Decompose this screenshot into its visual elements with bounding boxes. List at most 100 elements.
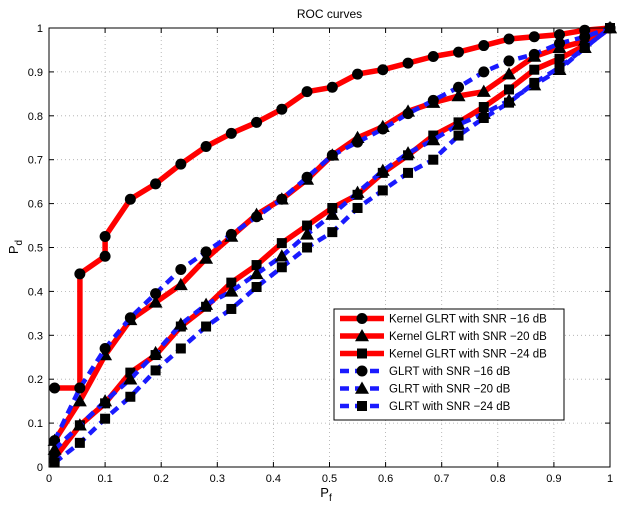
data-point [453,130,464,141]
data-point [225,228,237,240]
y-axis-label-main: P [6,245,21,254]
legend-entry: Kernel GLRT with SNR −24 dB [340,348,547,361]
data-point [199,297,214,310]
data-point [352,68,364,80]
data-point [427,51,439,63]
data-point [503,33,515,45]
data-point [225,127,237,139]
data-point [529,64,540,75]
y-tick-label: 0.1 [28,418,43,430]
x-axis-label-sub: f [329,493,332,504]
data-point [72,418,87,431]
data-point [99,231,111,243]
data-point [326,81,338,93]
data-point [123,372,138,385]
data-point [251,211,263,223]
x-tick-label: 0.6 [378,473,393,485]
data-point [352,136,364,148]
data-point [529,77,540,88]
data-point [554,37,566,49]
data-point [478,112,489,123]
x-tick-label: 0.5 [322,473,337,485]
data-point [302,220,313,231]
data-point [200,141,212,153]
data-point [150,288,162,300]
series-1 [49,22,616,394]
y-axis-label: Pd [6,240,25,254]
x-tick-label: 0 [46,473,52,485]
data-point [72,394,87,407]
data-point [503,55,515,67]
data-point [148,295,163,308]
data-point [401,146,416,159]
legend-entry: GLRT with SNR −20 dB [340,381,511,396]
data-point [350,185,365,198]
data-point [98,394,113,407]
legend-label: GLRT with SNR −20 dB [389,384,511,396]
x-tick-label: 0.9 [546,473,561,485]
data-point [554,62,565,73]
data-point [301,86,313,98]
data-point [124,312,136,324]
data-point [554,53,565,64]
data-point [251,260,262,271]
data-point [99,250,111,262]
x-axis-label-main: P [320,485,329,500]
x-axis-label: Pf [320,485,332,504]
chart-title: ROC curves [297,7,362,21]
x-tick-label: 0.4 [266,473,281,485]
data-point [579,42,590,53]
data-point [226,303,237,314]
legend-label: Kernel GLRT with SNR −20 dB [389,331,547,343]
data-point [302,242,313,253]
data-point [427,94,439,106]
legend-entry: GLRT with SNR −16 dB [340,365,511,378]
data-point [528,31,540,43]
legend-marker [356,365,368,377]
data-point [276,103,288,115]
data-point [402,57,414,69]
data-point [175,343,186,354]
data-point [175,263,187,275]
legend-entry: Kernel GLRT with SNR −16 dB [340,313,547,326]
x-tick-label: 0.8 [490,473,505,485]
data-point [175,158,187,170]
data-point [200,246,212,258]
data-point [377,64,389,76]
data-point [201,321,212,332]
data-point [276,193,288,205]
y-tick-label: 1 [37,23,43,35]
legend-box [333,308,565,421]
data-point [251,116,263,128]
x-tick-label: 1 [607,473,613,485]
data-point [403,167,414,178]
data-point [150,365,161,376]
legend-marker [355,381,369,394]
data-point [100,413,111,424]
legend-label: Kernel GLRT with SNR −16 dB [389,314,547,326]
series-line [52,25,611,442]
y-tick-label: 0.5 [28,243,43,255]
data-point [49,435,61,447]
data-point [249,266,264,280]
data-point [125,391,136,402]
legend-marker [355,329,369,342]
legend-label: GLRT with SNR −16 dB [389,366,511,378]
data-point [224,284,239,297]
x-tick-label: 0.2 [154,473,169,485]
data-point [150,178,162,190]
series-6 [49,23,615,468]
y-tick-label: 0.9 [28,67,43,79]
data-point [74,382,86,394]
data-point [352,202,363,213]
y-tick-label: 0.6 [28,199,43,211]
data-point [528,48,540,60]
legend: Kernel GLRT with SNR −16 dB Kernel GLRT w… [333,308,565,421]
series-layer [47,21,617,468]
data-point [451,89,466,102]
data-point [579,31,591,43]
data-point [173,317,188,330]
data-point [274,249,289,262]
data-point [476,84,491,97]
data-point [300,227,315,240]
